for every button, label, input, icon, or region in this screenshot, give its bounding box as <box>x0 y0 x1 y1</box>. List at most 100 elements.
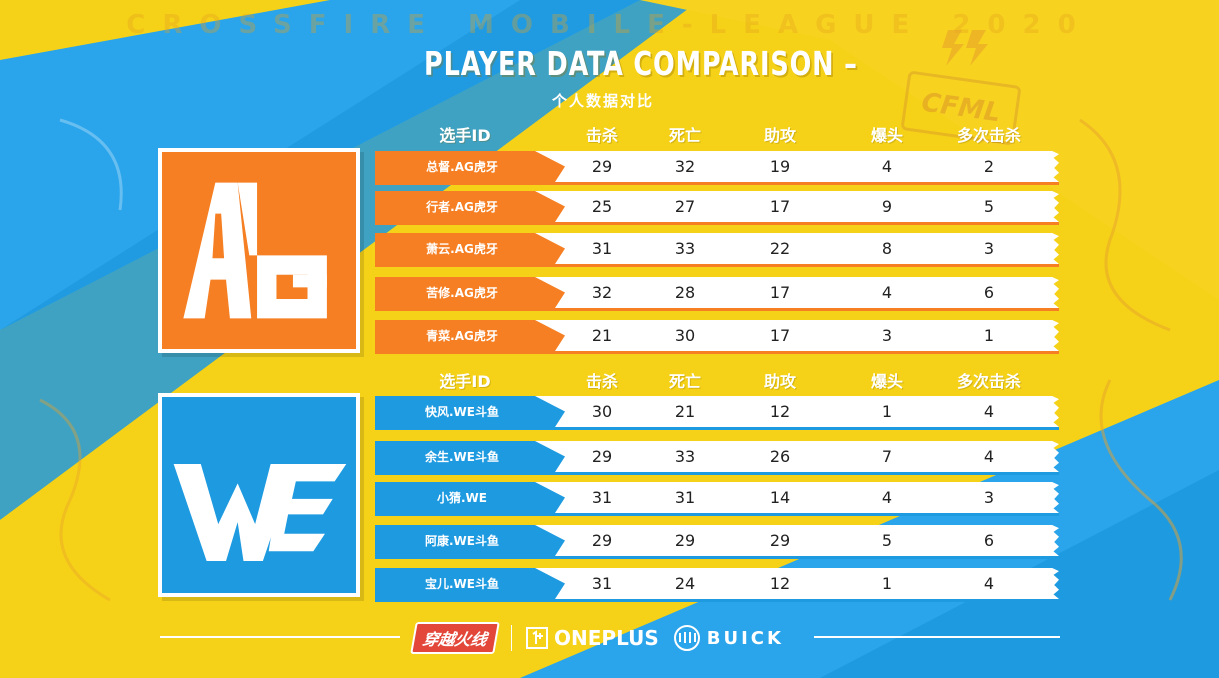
stat-deaths: 31 <box>674 488 696 507</box>
page-title: PLAYER DATA COMPARISON – <box>424 44 858 83</box>
stat-multikills: 3 <box>983 488 995 507</box>
table-row: 总督.AG虎牙 29 32 19 4 2 <box>375 151 1059 185</box>
player-name: 青菜.AG虎牙 <box>375 320 565 351</box>
column-header-assists: 助攻 <box>763 126 797 145</box>
sponsor-divider <box>511 625 513 651</box>
buick-logo-text: BUICK <box>706 627 784 649</box>
table-row: 余生.WE斗鱼 29 33 26 7 4 <box>375 441 1059 475</box>
row-underline <box>375 351 1059 354</box>
watermark-text: CROSSFIRE MOBILE-LEAGUE 2020 <box>126 10 1093 40</box>
sponsor-bar: 穿越火线 ONEPLUS BUICK <box>410 620 784 656</box>
column-header-assists: 助攻 <box>763 372 797 391</box>
column-header-kills: 击杀 <box>585 126 619 145</box>
buick-logo: BUICK <box>673 624 784 652</box>
stat-headshots: 4 <box>881 157 893 176</box>
stat-assists: 22 <box>769 239 791 258</box>
stat-deaths: 30 <box>674 326 696 345</box>
stat-multikills: 4 <box>983 447 995 466</box>
table-row: 苦修.AG虎牙 32 28 17 4 6 <box>375 277 1059 311</box>
lightning-icon <box>942 30 988 66</box>
stat-kills: 29 <box>591 531 613 550</box>
stat-deaths: 32 <box>674 157 696 176</box>
stat-deaths: 27 <box>674 197 696 216</box>
crossfire-logo: 穿越火线 <box>410 622 500 654</box>
stat-assists: 19 <box>769 157 791 176</box>
stat-assists: 17 <box>769 326 791 345</box>
ag-team-logo <box>158 148 360 353</box>
stat-kills: 31 <box>591 488 613 507</box>
stat-headshots: 3 <box>881 326 893 345</box>
table-header-ag: 选手ID 击杀 死亡 助攻 爆头 多次击杀 <box>375 122 1060 150</box>
stat-headshots: 5 <box>881 531 893 550</box>
player-name: 总督.AG虎牙 <box>375 151 565 182</box>
stat-assists: 12 <box>769 402 791 421</box>
stat-headshots: 4 <box>881 488 893 507</box>
stat-kills: 31 <box>591 239 613 258</box>
stat-assists: 29 <box>769 531 791 550</box>
column-header-headshots: 爆头 <box>870 372 904 391</box>
player-name: 宝儿.WE斗鱼 <box>375 568 565 599</box>
row-underline <box>375 222 1059 225</box>
stat-deaths: 29 <box>674 531 696 550</box>
stat-headshots: 8 <box>881 239 893 258</box>
table-row: 青菜.AG虎牙 21 30 17 3 1 <box>375 320 1059 354</box>
column-header-deaths: 死亡 <box>668 126 702 145</box>
stat-multikills: 2 <box>983 157 995 176</box>
stat-kills: 29 <box>591 447 613 466</box>
we-team-logo <box>158 393 360 597</box>
table-row: 行者.AG虎牙 25 27 17 9 5 <box>375 191 1059 225</box>
oneplus-logo-text: ONEPLUS <box>554 626 659 650</box>
table-row: 小猜.WE 31 31 14 4 3 <box>375 482 1059 516</box>
stat-headshots: 4 <box>881 283 893 302</box>
column-header-multikills: 多次击杀 <box>956 126 1022 145</box>
column-header-multikills: 多次击杀 <box>956 372 1022 391</box>
stat-assists: 17 <box>769 197 791 216</box>
row-underline <box>375 182 1059 185</box>
stat-deaths: 33 <box>674 239 696 258</box>
stat-multikills: 4 <box>983 402 995 421</box>
page-subtitle: 个人数据对比 <box>552 92 655 110</box>
table-row: 宝儿.WE斗鱼 31 24 12 1 4 <box>375 568 1059 602</box>
stat-deaths: 28 <box>674 283 696 302</box>
stat-kills: 29 <box>591 157 613 176</box>
stat-multikills: 1 <box>983 326 995 345</box>
row-underline <box>375 308 1059 311</box>
ag-logo-icon <box>183 182 327 319</box>
stat-deaths: 33 <box>674 447 696 466</box>
stat-deaths: 21 <box>674 402 696 421</box>
row-underline <box>375 264 1059 267</box>
oneplus-icon <box>526 627 549 649</box>
row-underline <box>375 513 1059 516</box>
we-logo-icon <box>173 463 347 561</box>
column-header-deaths: 死亡 <box>668 372 702 391</box>
stat-multikills: 5 <box>983 197 995 216</box>
stat-kills: 25 <box>591 197 613 216</box>
stat-assists: 26 <box>769 447 791 466</box>
column-header-kills: 击杀 <box>585 372 619 391</box>
column-header-player-id: 选手ID <box>439 372 491 391</box>
stat-kills: 30 <box>591 402 613 421</box>
stat-multikills: 6 <box>983 283 995 302</box>
column-header-player-id: 选手ID <box>439 126 491 145</box>
player-name: 苦修.AG虎牙 <box>375 277 565 308</box>
player-name: 萧云.AG虎牙 <box>375 233 565 264</box>
player-name: 行者.AG虎牙 <box>375 191 565 222</box>
stat-assists: 14 <box>769 488 791 507</box>
stat-assists: 17 <box>769 283 791 302</box>
footer-divider-right <box>814 636 1060 638</box>
row-underline <box>375 599 1059 602</box>
column-header-headshots: 爆头 <box>870 126 904 145</box>
table-row: 萧云.AG虎牙 31 33 22 8 3 <box>375 233 1059 267</box>
stat-headshots: 1 <box>881 574 893 593</box>
stat-headshots: 7 <box>881 447 893 466</box>
stat-headshots: 9 <box>881 197 893 216</box>
row-underline <box>375 427 1059 430</box>
player-name: 余生.WE斗鱼 <box>375 441 565 472</box>
oneplus-logo: ONEPLUS <box>526 626 659 650</box>
stat-kills: 32 <box>591 283 613 302</box>
buick-shield-icon <box>673 625 700 651</box>
player-name: 阿康.WE斗鱼 <box>375 525 565 556</box>
stat-multikills: 3 <box>983 239 995 258</box>
stat-deaths: 24 <box>674 574 696 593</box>
table-row: 阿康.WE斗鱼 29 29 29 5 6 <box>375 525 1059 559</box>
